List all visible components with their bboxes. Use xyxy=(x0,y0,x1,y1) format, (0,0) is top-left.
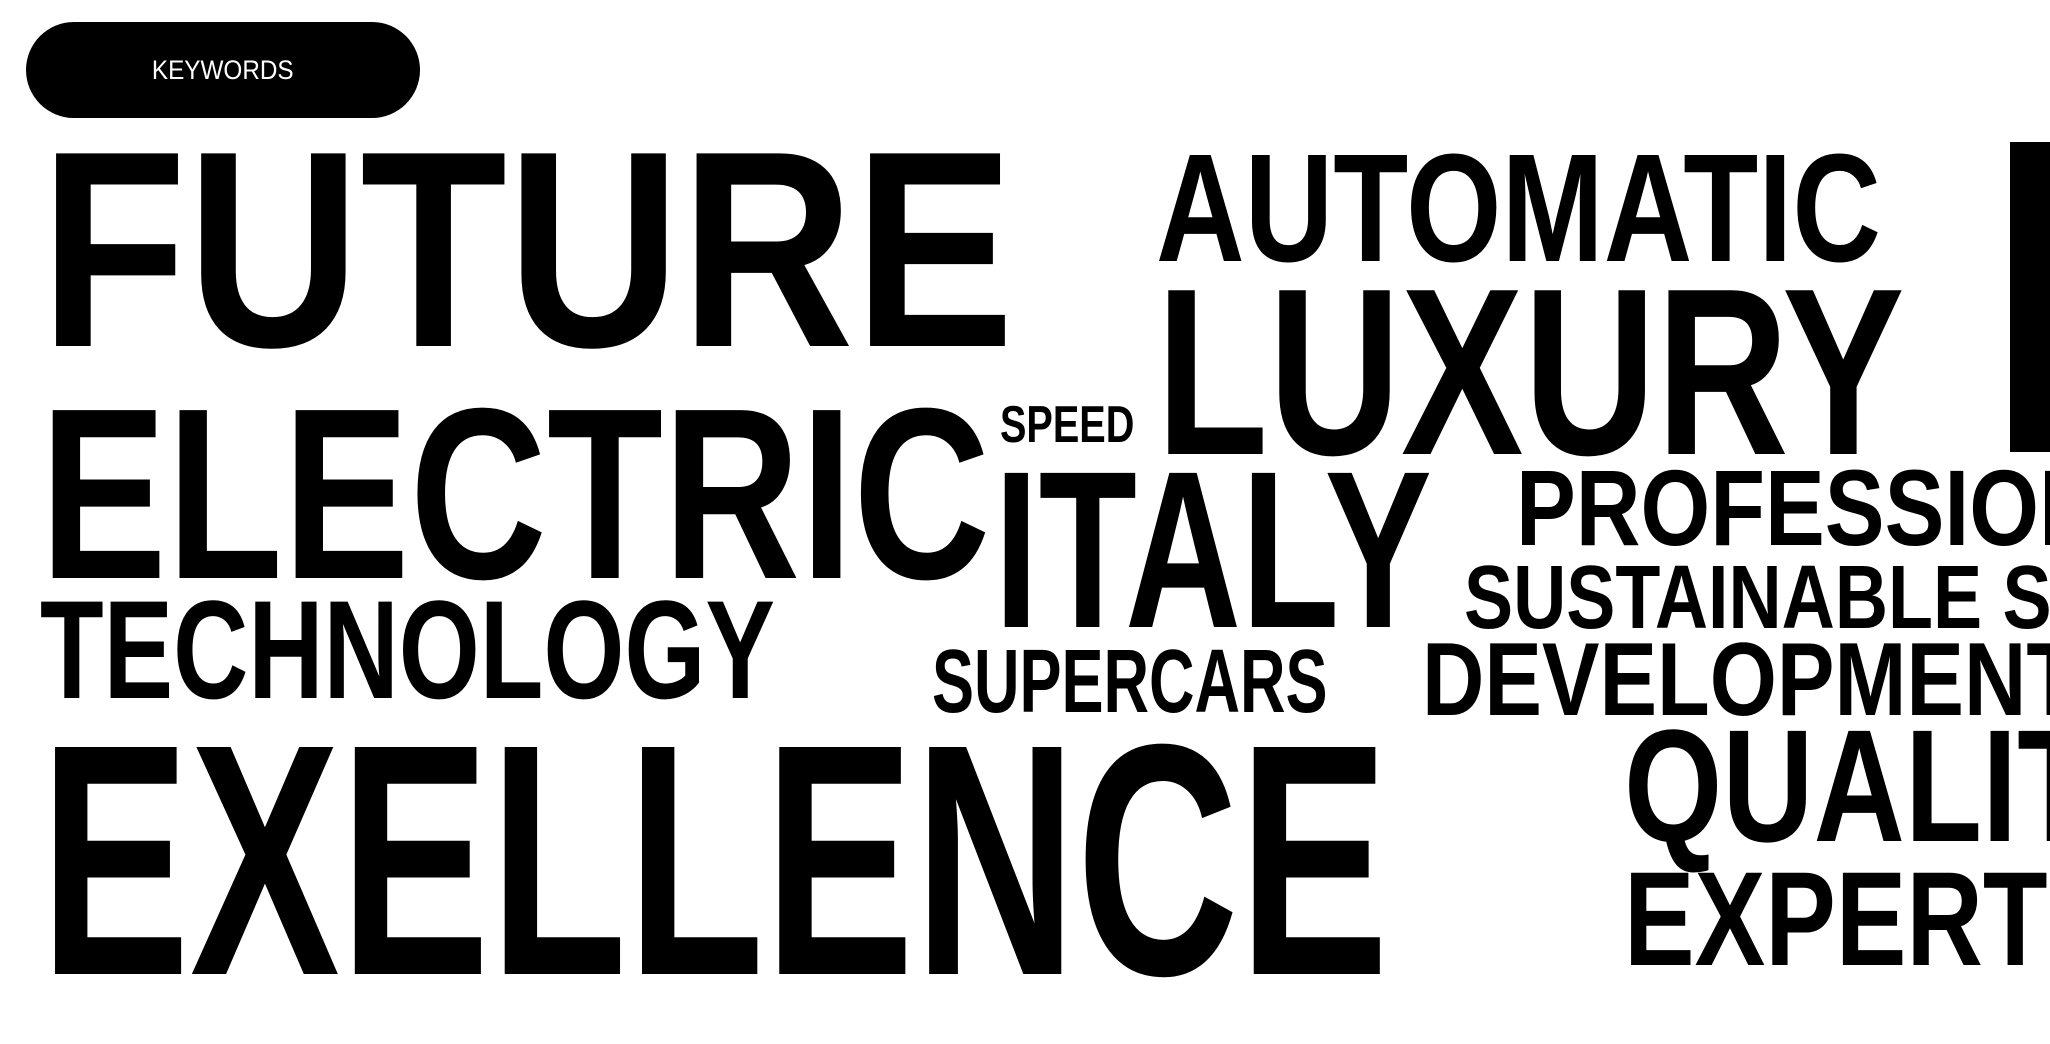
word-italy: ITALY xyxy=(994,425,1432,675)
word-expert: EXPERT xyxy=(1624,845,2048,994)
keywords-badge: KEYWORDS xyxy=(26,22,420,118)
word-technology: TECHNOLOGY xyxy=(40,571,775,728)
word-quality: QUALITY xyxy=(1624,696,2050,875)
word-luxury: LUXURY xyxy=(1156,240,1905,505)
word-supercars: SUPERCARS xyxy=(932,632,1328,732)
word-sustainable: SUSTAINABLE S xyxy=(1464,548,2050,648)
word-development: DEVELOPMENT xyxy=(1422,622,2050,738)
word-automatic: AUTOMATIC xyxy=(1156,122,1881,294)
word-future: FUTURE xyxy=(40,94,1015,406)
word-excellence: EXELLENCE xyxy=(40,675,1389,1044)
word-speed: SPEED xyxy=(1000,396,1135,454)
edge-block xyxy=(2010,142,2050,452)
keywords-badge-label: KEYWORDS xyxy=(152,54,294,85)
word-electric: ELECTRIC xyxy=(40,357,991,630)
word-professional: PROFESSIONAL xyxy=(1516,447,2050,568)
